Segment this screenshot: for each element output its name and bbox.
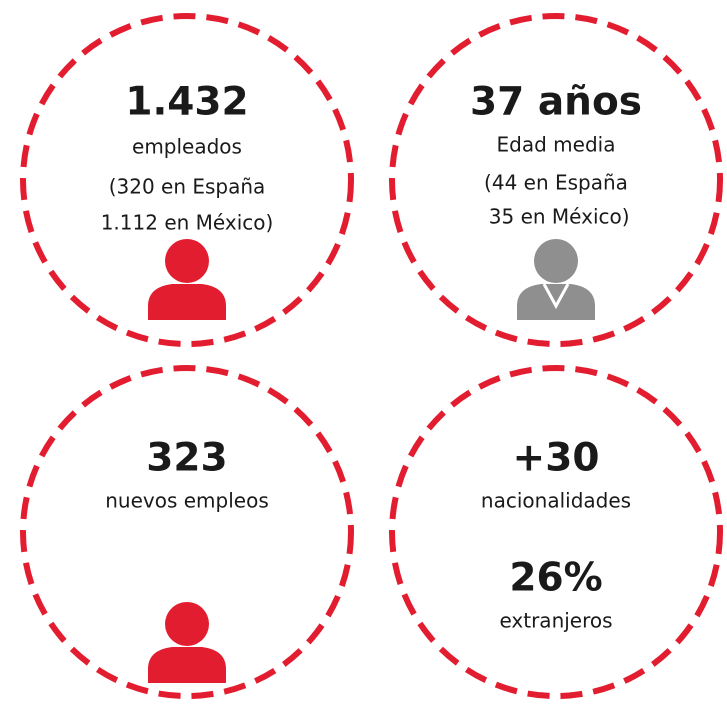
- dashed-circle: [20, 365, 354, 699]
- text-line: empleados: [132, 135, 242, 159]
- dashed-circle: [20, 13, 354, 347]
- headline: +30: [513, 436, 600, 481]
- text-line: extranjeros: [499, 609, 612, 633]
- dashed-circle: [389, 365, 723, 699]
- person-icon: [148, 239, 226, 320]
- text-line: (320 en España: [109, 175, 266, 199]
- text-line: nuevos empleos: [105, 489, 269, 513]
- text-line: 35 en México): [482, 205, 629, 229]
- headline: 323: [146, 436, 227, 481]
- dashed-circle: [389, 13, 723, 347]
- headline: 26%: [509, 556, 602, 601]
- text-line: (44 en España: [484, 171, 628, 195]
- person-icon: [148, 602, 226, 683]
- text-line: Edad media: [497, 133, 616, 157]
- headline: 37 años: [470, 80, 642, 125]
- text-line: 1.112 en México): [101, 211, 274, 235]
- person-icon: [517, 239, 595, 320]
- headline: 1.432: [125, 80, 248, 125]
- text-line: nacionalidades: [481, 489, 631, 513]
